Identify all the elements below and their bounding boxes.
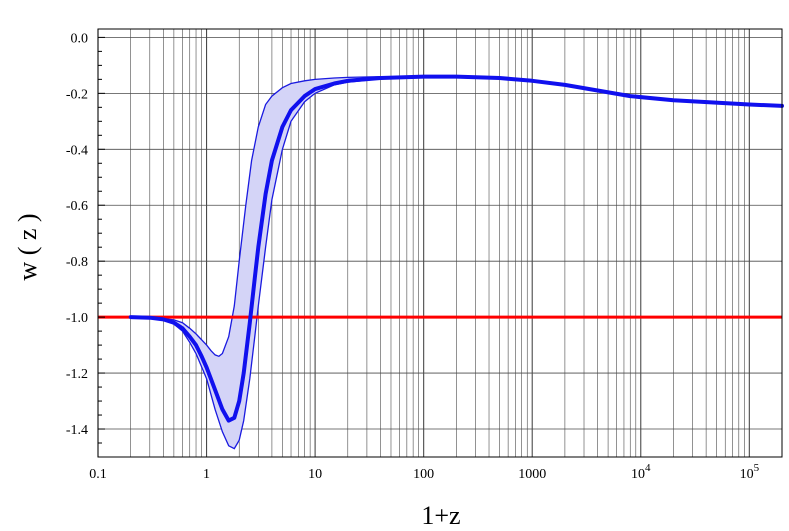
axes (97, 28, 783, 458)
confidence-band (130, 76, 457, 449)
x-tick-label: 100 (413, 467, 434, 482)
y-tick-label: -0.8 (66, 255, 88, 270)
series-lines (98, 74, 784, 450)
tick-labels: 0.1 1 10 100 1000 104 1050.0-0.2-0.4-0.6-0.8-1… (66, 31, 760, 482)
y-tick-label: -0.2 (66, 87, 88, 102)
y-axis-title: w ( z ) (13, 213, 42, 280)
y-tick-label: -1.0 (66, 311, 88, 326)
best-fit-curve (128, 74, 784, 423)
plot-frame (97, 28, 783, 458)
y-tick-label: -1.4 (66, 423, 88, 438)
band-lower-edge (130, 75, 457, 450)
x-tick-label: 1000 (518, 467, 546, 482)
x-tick-label: 0.1 (89, 467, 107, 482)
y-tick-label: -0.6 (66, 199, 88, 214)
y-tick-label: -1.2 (66, 367, 88, 382)
x-tick-label: 10 (308, 467, 322, 482)
y-tick-label: 0.0 (71, 31, 89, 46)
x-axis-title: 1+z (421, 501, 460, 530)
y-tick-label: -0.4 (66, 143, 88, 158)
band-fill (130, 76, 457, 449)
grid (97, 29, 783, 457)
band-upper-edge (130, 75, 457, 358)
x-tick-label: 1 (203, 467, 210, 482)
